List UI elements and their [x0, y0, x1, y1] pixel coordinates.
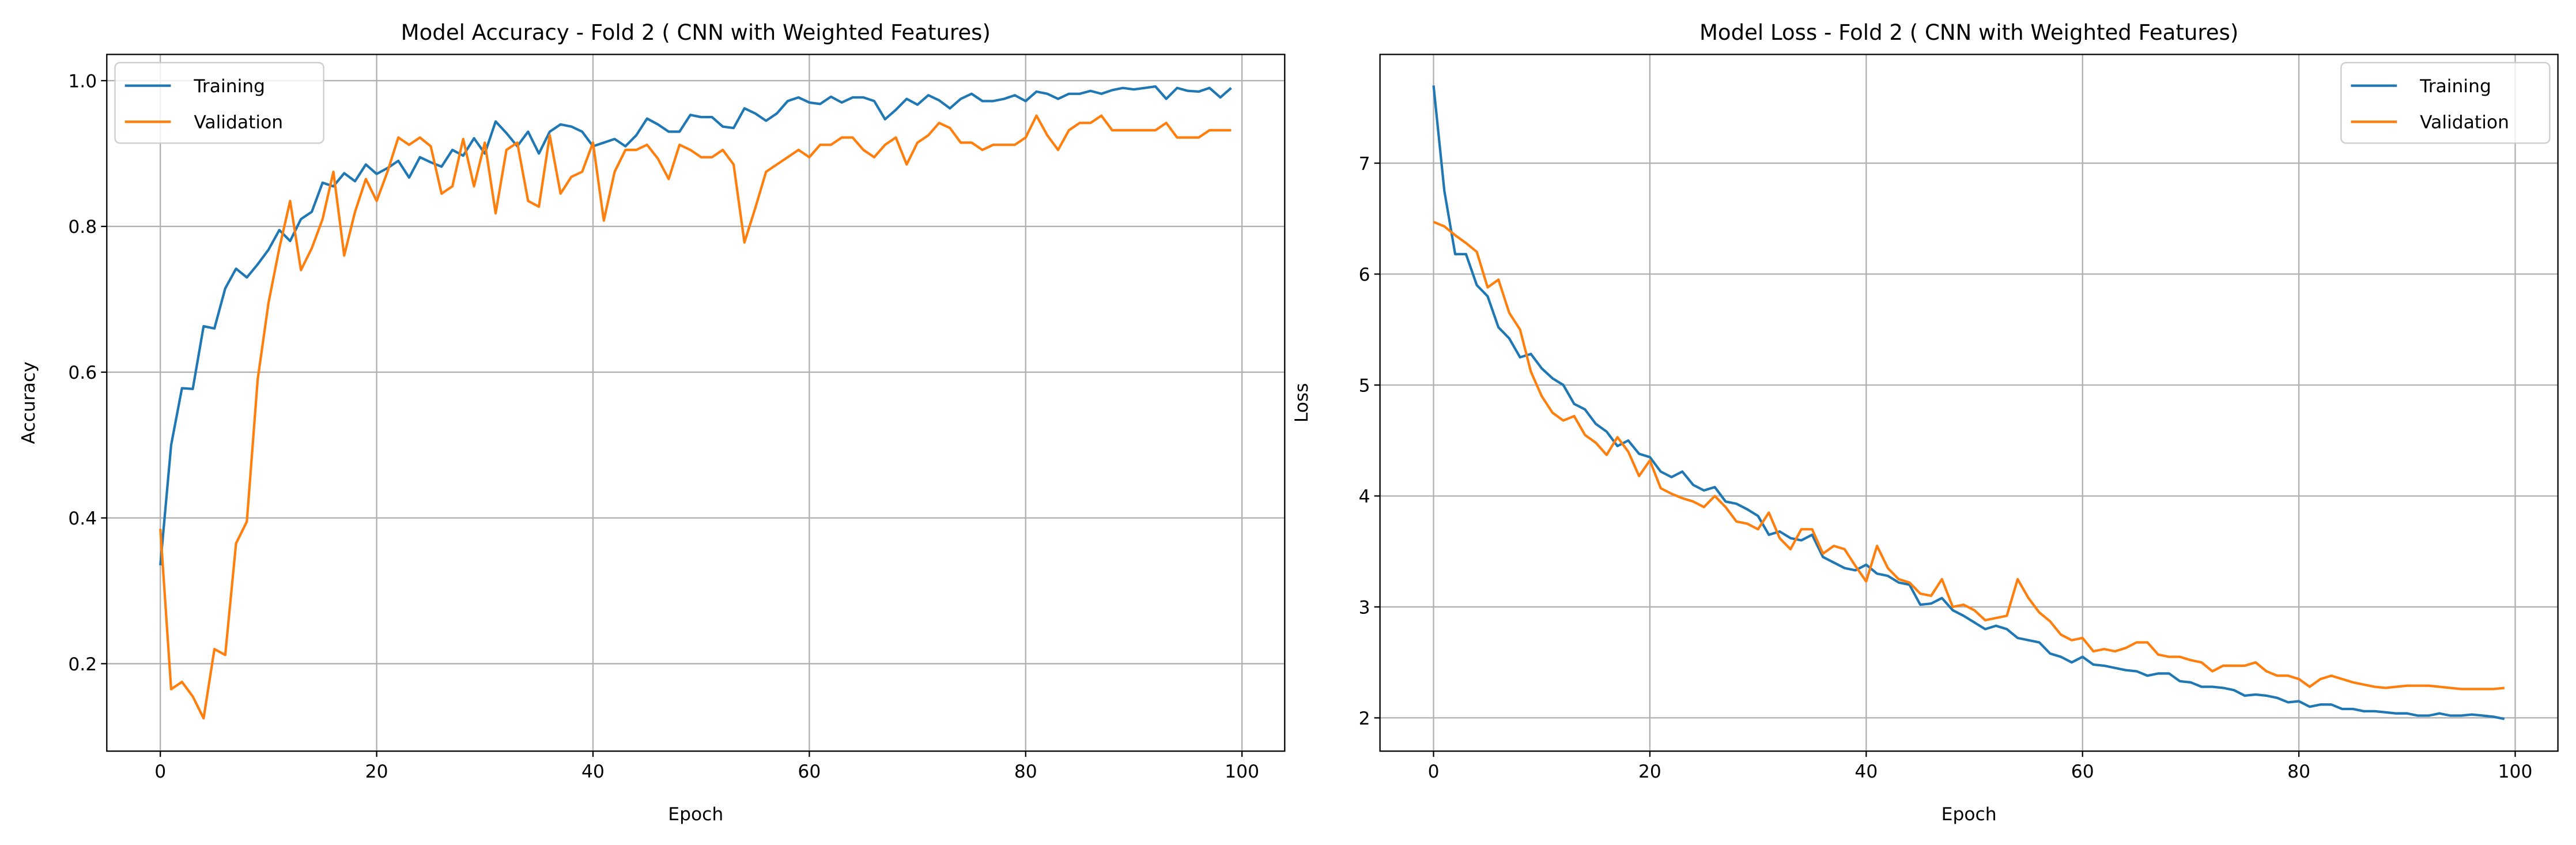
y-axis-label: Accuracy — [18, 361, 39, 444]
x-tick-label: 80 — [2287, 761, 2310, 782]
data-line — [159, 85, 1232, 565]
legend-label: Training — [193, 76, 265, 97]
x-tick-label: 60 — [2071, 761, 2094, 782]
y-tick-label: 0.8 — [68, 217, 97, 237]
data-line — [159, 114, 1232, 720]
chart-title: Model Accuracy - Fold 2 ( CNN with Weigh… — [401, 20, 991, 45]
y-tick-label: 1.0 — [68, 71, 97, 92]
axes-frame — [1379, 54, 2559, 752]
y-tick-label: 0.2 — [68, 654, 97, 675]
x-tick-label: 0 — [1428, 761, 1440, 782]
data-line — [1433, 221, 2505, 691]
legend-label: Validation — [2420, 112, 2509, 133]
y-tick-label: 7 — [1359, 153, 1370, 174]
y-tick-label: 3 — [1359, 597, 1370, 618]
axes-frame — [106, 54, 1286, 752]
y-tick-label: 5 — [1359, 375, 1370, 396]
y-tick-label: 6 — [1359, 265, 1370, 285]
x-tick-label: 20 — [1638, 761, 1661, 782]
x-tick-label: 100 — [2498, 761, 2533, 782]
chart-title: Model Loss - Fold 2 ( CNN with Weighted … — [1699, 20, 2238, 45]
data-line — [1432, 85, 2505, 720]
x-tick-label: 100 — [1225, 761, 1259, 782]
legend-label: Validation — [194, 112, 283, 133]
x-tick-label: 40 — [1854, 761, 1878, 782]
y-tick-label: 2 — [1359, 708, 1370, 729]
x-tick-label: 40 — [581, 761, 605, 782]
x-tick-label: 60 — [798, 761, 821, 782]
y-axis-label: Loss — [1291, 383, 1312, 423]
x-axis-label: Epoch — [668, 804, 723, 825]
x-tick-label: 20 — [365, 761, 388, 782]
y-tick-label: 4 — [1359, 486, 1370, 507]
x-tick-label: 0 — [154, 761, 166, 782]
legend-label: Training — [2419, 76, 2491, 97]
y-tick-label: 0.4 — [68, 508, 97, 529]
x-tick-label: 80 — [1014, 761, 1037, 782]
x-axis-label: Epoch — [1942, 804, 1997, 825]
y-tick-label: 0.6 — [68, 363, 97, 383]
